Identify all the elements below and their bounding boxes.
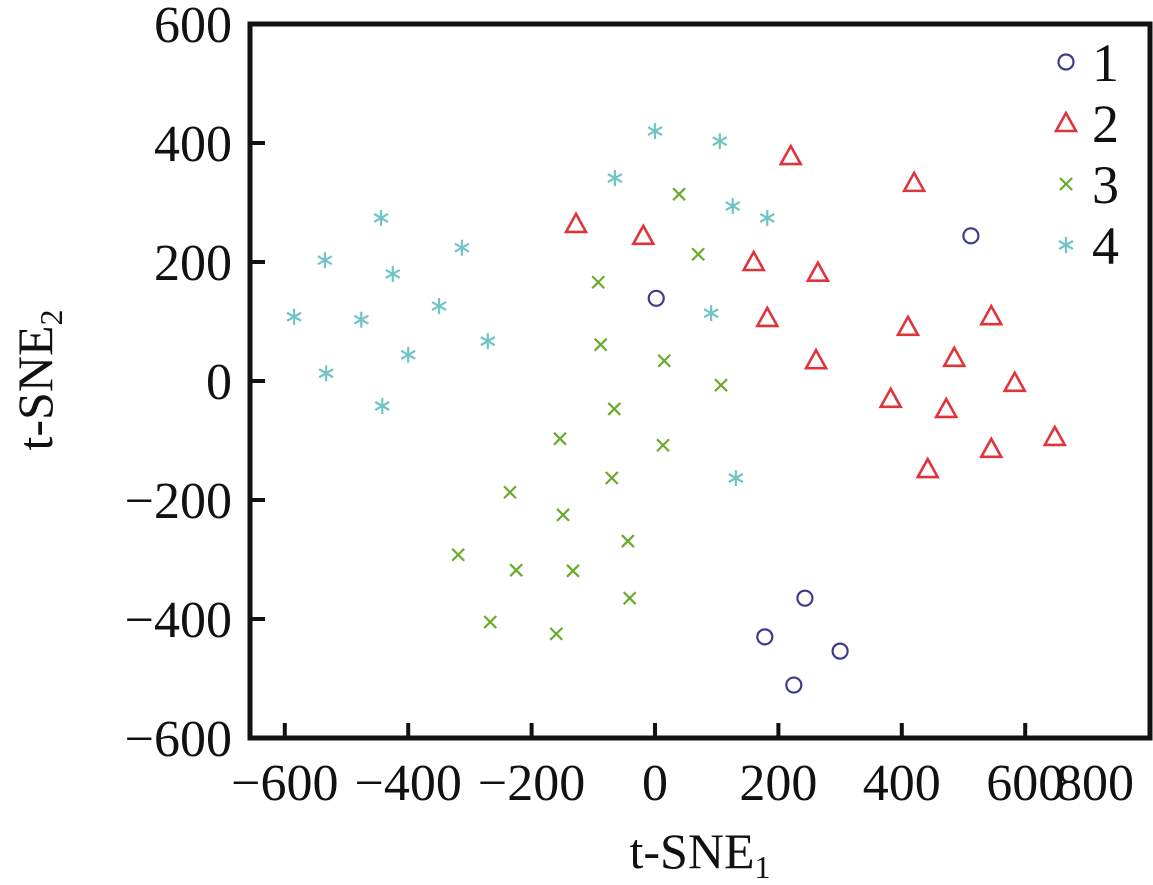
y-tick-label: −400 xyxy=(125,592,232,649)
point-series-3 xyxy=(556,508,570,522)
legend-marker-3 xyxy=(1059,177,1073,191)
point-series-2 xyxy=(563,211,589,234)
point-series-3 xyxy=(714,378,728,392)
point-series-3 xyxy=(593,337,608,352)
point-series-4 xyxy=(712,133,728,150)
legend-marker-4 xyxy=(1058,237,1074,253)
point-series-1 xyxy=(647,289,665,307)
point-series-3 xyxy=(607,402,622,416)
point-series-4 xyxy=(607,170,623,187)
point-series-1 xyxy=(796,589,814,607)
x-tick-label: −600 xyxy=(231,755,338,812)
point-series-1 xyxy=(962,227,980,245)
point-series-3 xyxy=(509,563,523,577)
x-axis-title: t-SNE1 xyxy=(630,823,771,885)
point-series-4 xyxy=(317,252,333,269)
axis-ticks: −600 −400 −200 0 200 400 6008006004002000−200−… xyxy=(125,0,1134,812)
point-series-1 xyxy=(785,676,803,694)
point-series-3 xyxy=(622,591,637,605)
point-series-2 xyxy=(934,396,959,419)
y-tick-label: 200 xyxy=(154,235,232,292)
point-series-2 xyxy=(1002,370,1027,393)
point-series-4 xyxy=(353,311,369,328)
point-series-4 xyxy=(385,265,401,282)
point-series-3 xyxy=(566,564,580,578)
y-tick-label: −600 xyxy=(125,711,232,768)
point-series-2 xyxy=(878,386,903,409)
point-series-2 xyxy=(1042,424,1068,447)
point-series-2 xyxy=(979,436,1004,459)
legend-label-2: 2 xyxy=(1092,94,1119,154)
x-tick-label: 200 xyxy=(739,755,817,812)
point-series-4 xyxy=(400,346,416,363)
point-series-2 xyxy=(755,305,780,328)
point-series-4 xyxy=(759,209,775,226)
x-tick-label: −200 xyxy=(478,755,585,812)
x-tick-label: 400 xyxy=(863,755,941,812)
plot-frame xyxy=(247,21,1153,741)
x-tick-label: 0 xyxy=(642,755,668,812)
y-axis-title: t-SNE2 xyxy=(7,310,69,451)
point-series-3 xyxy=(549,627,564,641)
point-series-2 xyxy=(979,303,1004,326)
y-tick-label: 0 xyxy=(206,354,232,411)
point-series-3 xyxy=(503,485,517,500)
legend-label-3: 3 xyxy=(1092,155,1119,215)
x-tick-label: 800 xyxy=(1056,755,1134,812)
point-series-2 xyxy=(915,456,940,479)
legend-marker-2 xyxy=(1053,110,1079,133)
legend-label-4: 4 xyxy=(1092,216,1119,276)
point-series-3 xyxy=(553,431,567,446)
point-series-3 xyxy=(672,187,686,201)
point-series-3 xyxy=(483,615,498,629)
y-tick-label: 400 xyxy=(154,116,232,173)
x-tick-label: 600 xyxy=(986,755,1064,812)
point-series-4 xyxy=(374,397,390,414)
point-series-3 xyxy=(451,547,465,562)
point-series-4 xyxy=(318,365,334,382)
point-series-2 xyxy=(631,223,656,246)
point-series-2 xyxy=(901,170,927,193)
point-series-2 xyxy=(778,143,803,166)
point-series-3 xyxy=(605,471,619,485)
point-series-2 xyxy=(942,345,967,368)
point-series-4 xyxy=(286,308,302,325)
point-series-4 xyxy=(725,198,741,215)
point-series-3 xyxy=(656,438,670,453)
point-series-2 xyxy=(741,249,766,272)
data-points xyxy=(286,123,1068,694)
point-series-4 xyxy=(647,123,663,140)
point-series-4 xyxy=(373,209,389,226)
point-series-4 xyxy=(431,298,447,315)
point-series-4 xyxy=(454,239,470,256)
y-tick-label: −200 xyxy=(125,473,232,530)
y-tick-label: 600 xyxy=(154,0,232,54)
point-series-1 xyxy=(831,642,849,660)
point-series-2 xyxy=(895,314,921,337)
point-series-1 xyxy=(756,628,774,646)
point-series-3 xyxy=(591,275,606,290)
point-series-2 xyxy=(805,260,831,283)
point-series-4 xyxy=(728,469,744,486)
point-series-2 xyxy=(803,347,829,370)
legend-marker-1 xyxy=(1057,53,1075,71)
point-series-3 xyxy=(621,534,635,548)
point-series-4 xyxy=(480,333,496,350)
legend-label-1: 1 xyxy=(1092,33,1119,93)
point-series-4 xyxy=(703,305,719,322)
point-series-3 xyxy=(691,247,705,262)
point-series-3 xyxy=(657,353,672,368)
x-tick-label: −400 xyxy=(355,755,462,812)
